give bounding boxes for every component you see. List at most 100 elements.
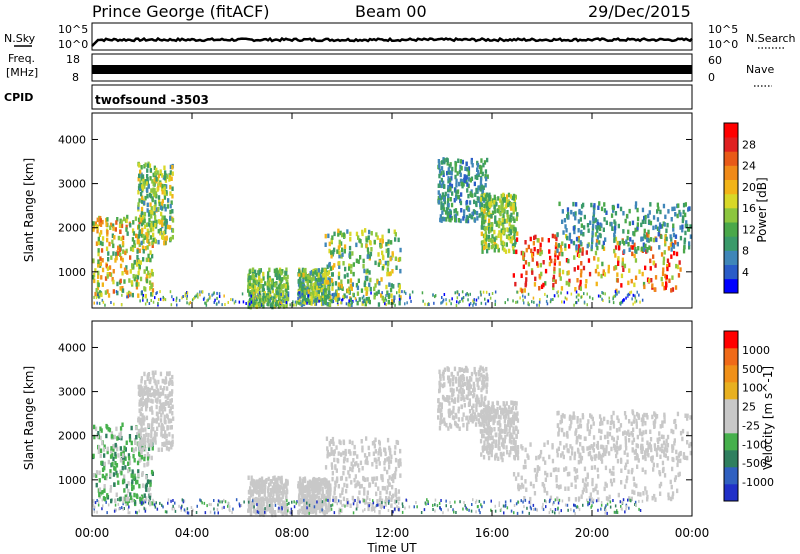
heatmap-cell (439, 376, 442, 382)
heatmap-cell (150, 469, 154, 475)
heatmap-cell (447, 170, 450, 175)
heatmap-cell (106, 230, 109, 235)
heatmap-cell (446, 366, 449, 371)
heatmap-cell (481, 376, 484, 381)
heatmap-cell (148, 273, 151, 279)
heatmap-cell (127, 488, 130, 494)
heatmap-cell (155, 417, 158, 423)
heatmap-cell (489, 435, 492, 441)
heatmap-cell (662, 267, 665, 272)
heatmap-cell (319, 287, 322, 292)
heatmap-cell (440, 177, 443, 183)
heatmap-cell (97, 251, 100, 257)
heatmap-cell (387, 294, 391, 299)
heatmap-cell (478, 164, 481, 170)
heatmap-cell (276, 301, 278, 304)
heatmap-cell (143, 435, 147, 441)
heatmap-cell (287, 291, 290, 295)
heatmap-cell (514, 281, 517, 287)
heatmap-cell (167, 440, 171, 445)
heatmap-cell (337, 300, 339, 304)
heatmap-cell (125, 265, 128, 270)
heatmap-cell (367, 251, 370, 256)
heatmap-cell (365, 456, 369, 461)
heatmap-cell (138, 429, 141, 434)
heatmap-cell (145, 487, 148, 492)
heatmap-cell (260, 502, 263, 507)
heatmap-cell (563, 300, 565, 304)
heatmap-cell (320, 493, 323, 499)
heatmap-cell (275, 484, 278, 490)
heatmap-cell (519, 287, 522, 293)
heatmap-cell (539, 262, 542, 268)
heatmap-cell (109, 469, 112, 474)
heatmap-cell (388, 491, 392, 496)
heatmap-cell (556, 232, 559, 237)
heatmap-cell (249, 508, 252, 513)
heatmap-cell (301, 509, 304, 515)
heatmap-cell (442, 157, 445, 162)
heatmap-cell (513, 401, 516, 406)
heatmap-cell (261, 479, 264, 485)
heatmap-cell (251, 289, 254, 294)
heatmap-cell (142, 182, 146, 187)
heatmap-cell (371, 502, 374, 508)
heatmap-cell (163, 386, 166, 391)
heatmap-cell (384, 458, 387, 463)
heatmap-cell (463, 178, 466, 183)
heatmap-cell (532, 483, 535, 489)
heatmap-cell (316, 504, 319, 509)
heatmap-cell (638, 293, 640, 297)
heatmap-cell (255, 481, 258, 487)
heatmap-cell (560, 418, 563, 424)
heatmap-cell (557, 294, 560, 298)
heatmap-cell (146, 174, 149, 179)
heatmap-cell (483, 238, 486, 244)
heatmap-cell (139, 457, 142, 462)
heatmap-cell (682, 209, 685, 215)
heatmap-cell (469, 384, 473, 389)
heatmap-cell (524, 295, 526, 299)
heatmap-cell (248, 269, 251, 274)
heatmap-cell (120, 470, 123, 476)
heatmap-cell (482, 185, 485, 190)
heatmap-cell (648, 245, 651, 250)
heatmap-cell (675, 251, 679, 257)
heatmap-cell (564, 243, 567, 248)
heatmap-cell (446, 214, 449, 219)
heatmap-cell (332, 441, 335, 446)
heatmap-cell (471, 211, 474, 217)
heatmap-cell (140, 191, 143, 197)
heatmap-cell (92, 499, 95, 504)
heatmap-cell (619, 206, 623, 212)
heatmap-cell (554, 250, 557, 255)
heatmap-cell (138, 408, 141, 413)
heatmap-cell (614, 253, 617, 258)
heatmap-cell (615, 288, 618, 294)
heatmap-cell (399, 473, 402, 478)
heatmap-cell (146, 163, 150, 168)
heatmap-cell (348, 449, 351, 454)
heatmap-cell (485, 436, 488, 442)
heatmap-cell (284, 483, 287, 489)
heatmap-cell (259, 302, 263, 307)
heatmap-cell (363, 453, 367, 458)
heatmap-cell (487, 400, 490, 406)
heatmap-cell (459, 164, 462, 170)
heatmap-cell (637, 458, 640, 463)
heatmap-cell (249, 302, 251, 306)
heatmap-cell (152, 181, 155, 187)
heatmap-cell (349, 466, 352, 472)
colorbar-tick-label: 24 (742, 160, 756, 173)
heatmap-cell (483, 233, 486, 239)
heatmap-cell (664, 453, 667, 458)
heatmap-cell (383, 466, 386, 472)
heatmap-cell (485, 410, 489, 415)
heatmap-cell (155, 167, 158, 173)
heatmap-cell (551, 458, 555, 464)
heatmap-cell (162, 426, 165, 431)
heatmap-cell (499, 415, 502, 420)
heatmap-cell (319, 478, 322, 483)
heatmap-cell (461, 297, 464, 301)
heatmap-cell (465, 179, 468, 184)
